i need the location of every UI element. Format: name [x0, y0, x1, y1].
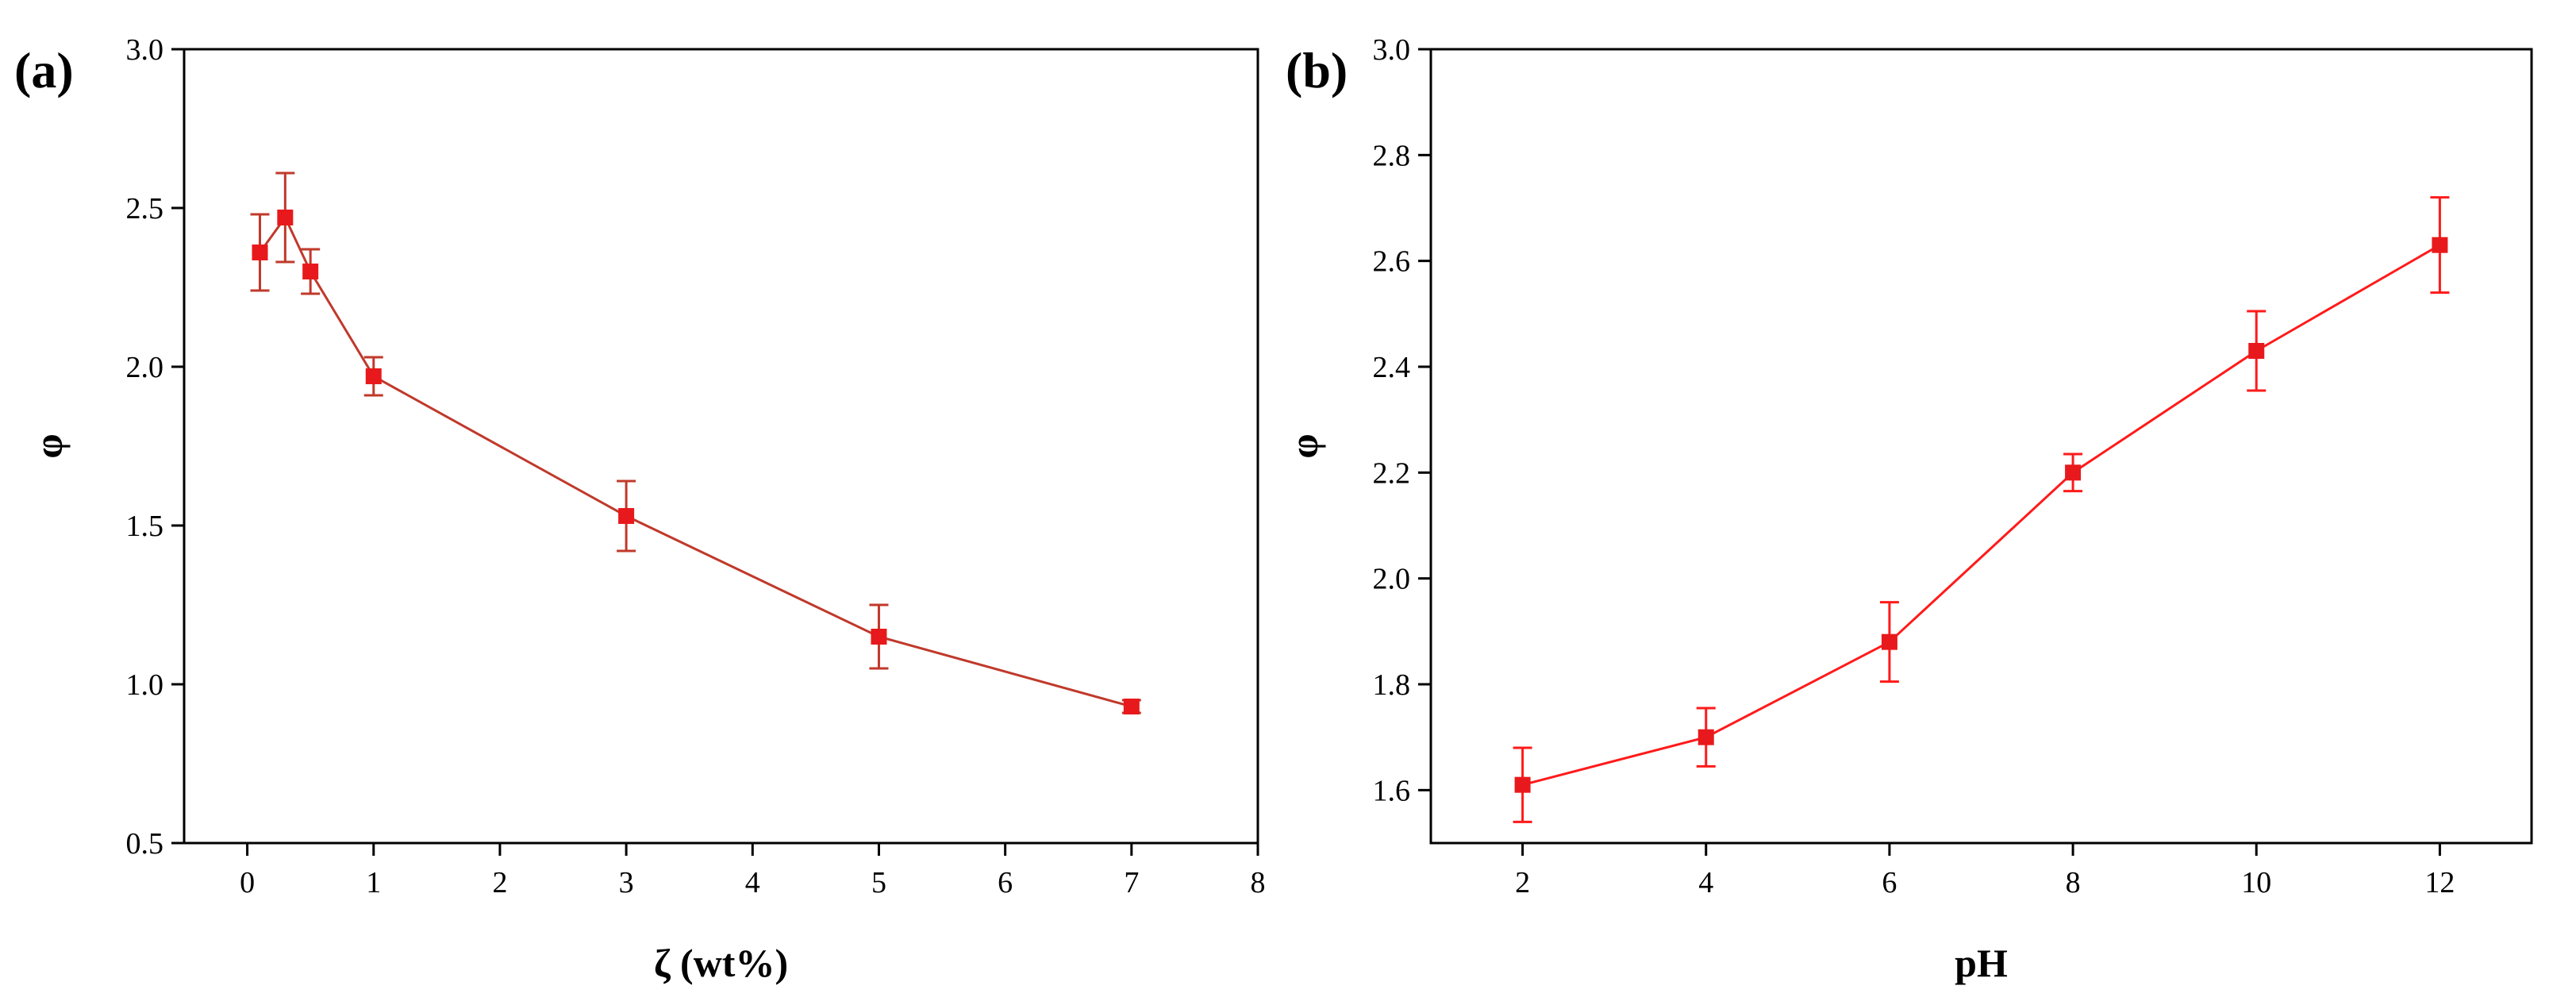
data-point	[252, 245, 268, 260]
x-tick-label: 8	[2066, 866, 2081, 899]
panel-label: (b)	[1286, 42, 1348, 98]
x-tick-label: 12	[2424, 866, 2455, 899]
x-tick-label: 5	[871, 866, 886, 899]
data-point	[2248, 343, 2265, 359]
data-point	[1514, 776, 1531, 793]
x-tick-label: 1	[366, 866, 381, 899]
data-point	[277, 210, 294, 225]
data-point	[2432, 237, 2448, 253]
data-point	[1697, 729, 1714, 745]
y-tick-label: 2.2	[1373, 456, 1411, 490]
data-point	[1123, 699, 1140, 714]
data-point	[365, 368, 382, 384]
chart-panel-a: 0 1 2 3 4 5 6 7 8 0.5 1.0 1.5 2.0 2.5 3.0 ζ (wt%) φ (a)	[14, 33, 1266, 985]
series-line	[259, 215, 1132, 708]
series-line	[1522, 244, 2441, 787]
y-tick-label: 1.8	[1373, 668, 1411, 702]
y-axis-label: φ	[1282, 433, 1326, 458]
x-tick-label: 6	[998, 866, 1013, 899]
y-tick-label: 1.5	[126, 510, 164, 543]
x-axis-label: ζ (wt%)	[654, 941, 788, 985]
data-point	[618, 508, 635, 524]
x-tick-label: 7	[1124, 866, 1139, 899]
panel-label: (a)	[14, 42, 74, 98]
data-point	[871, 629, 887, 645]
plot-frame	[1429, 48, 2533, 845]
plot-frame	[183, 48, 1259, 845]
x-tick-label: 10	[2241, 866, 2271, 899]
data-point	[1881, 633, 1897, 650]
x-tick-label: 2	[492, 866, 507, 899]
y-tick-label: 2.0	[1373, 563, 1411, 596]
y-tick-label: 1.0	[126, 668, 164, 702]
y-axis-label: φ	[26, 433, 71, 458]
x-tick-label: 4	[1698, 866, 1713, 899]
y-tick-label: 2.0	[126, 351, 164, 384]
x-tick-label: 2	[1515, 866, 1530, 899]
chart-panel-b: 2 4 6 8 10 12 1.6 1.8 2.0 2.2 2.4 2.6 2.8 3.0 pH φ (b)	[1282, 33, 2533, 985]
y-tick-label: 2.8	[1373, 139, 1411, 172]
y-tick-label: 1.6	[1373, 774, 1411, 807]
y-tick-label: 3.0	[1373, 33, 1411, 67]
y-tick-label: 2.4	[1373, 351, 1411, 384]
data-point	[302, 264, 319, 279]
x-tick-label: 6	[1882, 866, 1897, 899]
y-tick-label: 0.5	[126, 827, 164, 861]
y-tick-label: 2.5	[126, 192, 164, 225]
y-tick-label: 2.6	[1373, 245, 1411, 279]
x-axis-label: pH	[1955, 941, 2008, 985]
data-point	[2065, 464, 2082, 481]
x-tick-label: 0	[240, 866, 255, 899]
x-tick-label: 4	[745, 866, 760, 899]
x-tick-label: 8	[1251, 866, 1266, 899]
x-tick-label: 3	[619, 866, 634, 899]
y-tick-label: 3.0	[126, 33, 164, 67]
